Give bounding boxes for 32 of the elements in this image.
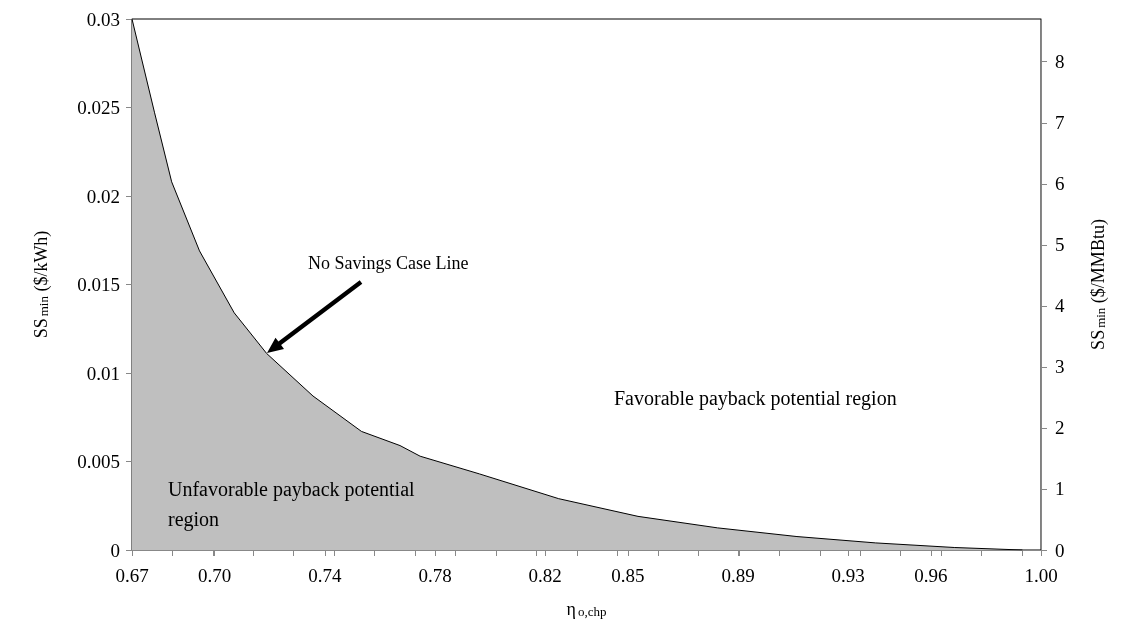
- y-tick-label: 0.025: [77, 97, 120, 118]
- y2-tick-label: 7: [1055, 112, 1065, 134]
- y2-tick-label: 0: [1055, 539, 1065, 561]
- y-tick-label: 0.015: [77, 274, 120, 295]
- annotation: Favorable payback potential region: [614, 387, 897, 410]
- y2-tick-label: 8: [1055, 51, 1065, 73]
- x-tick-label: 0.82: [528, 565, 562, 586]
- y-tick-label: 0.01: [86, 362, 120, 384]
- y-tick-label: 0: [110, 539, 120, 561]
- annotation: Unfavorable payback potential region: [168, 478, 420, 531]
- x-tick-label: 0.78: [418, 565, 452, 586]
- y2-tick-label: 2: [1055, 417, 1065, 439]
- y2-axis-title: SSmin ($/MMBtu): [1088, 219, 1109, 350]
- x-tick-label: 0.89: [721, 565, 755, 586]
- y-tick-label: 0.02: [86, 185, 120, 207]
- x-tick-label: 1.00: [1024, 565, 1058, 586]
- y2-tick-label: 6: [1055, 173, 1065, 195]
- x-tick-label: 0.96: [914, 565, 948, 586]
- y2-tick-label: 1: [1055, 478, 1065, 500]
- x-tick-label: 0.67: [115, 565, 149, 586]
- y-tick-label: 0.03: [86, 8, 120, 30]
- y2-tick-label: 4: [1055, 295, 1065, 317]
- x-tick-label: 0.74: [308, 565, 342, 586]
- y2-tick-label: 3: [1055, 356, 1065, 378]
- x-tick-label: 0.93: [831, 565, 865, 586]
- y2-tick-label: 5: [1055, 234, 1065, 256]
- y-axis-title: SSmin ($/kWh): [31, 230, 52, 339]
- y-tick-label: 0.005: [77, 451, 120, 472]
- x-axis-title: ηo,chp: [566, 599, 607, 619]
- x-tick-label: 0.85: [611, 565, 645, 586]
- x-tick-label: 0.70: [198, 565, 232, 586]
- annotation: No Savings Case Line: [308, 253, 469, 273]
